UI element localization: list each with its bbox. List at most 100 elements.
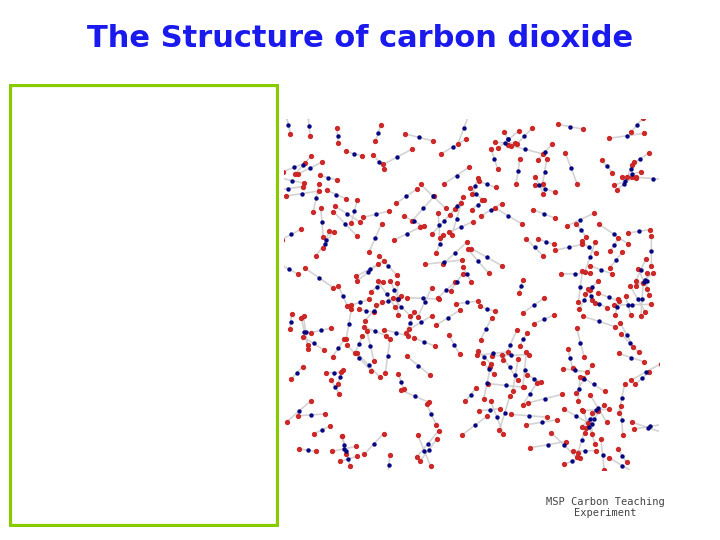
Bar	[118, 446, 166, 472]
Text: 0 000 00001 m: 0 000 00001 m	[171, 482, 229, 490]
Bar	[166, 84, 279, 122]
Text: 0 00001 m: 0 00001 m	[171, 401, 212, 409]
Text: 1 000 m: 1 000 m	[171, 184, 202, 193]
Text: Megameter: Megameter	[68, 157, 112, 166]
Text: 0 01 m: 0 01 m	[171, 320, 197, 328]
Bar	[118, 176, 166, 202]
Text: The Structure of carbon dioxide: The Structure of carbon dioxide	[87, 24, 633, 53]
Bar	[9, 256, 61, 365]
Bar	[166, 500, 279, 526]
Bar	[118, 256, 166, 284]
Bar	[166, 418, 279, 445]
Text: Atomic-
molecular: Atomic- molecular	[12, 476, 58, 496]
Bar	[118, 148, 166, 176]
Text: 1,000,000,000 m: 1,000,000,000 m	[171, 130, 236, 139]
Bar	[166, 284, 279, 310]
Bar	[118, 472, 166, 500]
Bar	[9, 446, 61, 526]
Bar	[118, 500, 166, 526]
Text: Kilometer: Kilometer	[71, 184, 108, 193]
Bar	[118, 230, 166, 256]
Bar	[118, 364, 166, 391]
Bar	[166, 364, 279, 391]
Text: 0 000 001 m: 0 000 001 m	[171, 428, 219, 436]
Text: Centimeter: Centimeter	[68, 320, 111, 328]
Text: Gigameter: Gigameter	[69, 130, 110, 139]
Text: 10⁵m: 10⁵m	[132, 157, 152, 166]
Text: 0 1 m: 0 1 m	[171, 292, 192, 301]
Text: 10 m: 10 m	[171, 238, 190, 247]
Text: 0 0001 m: 0 0001 m	[171, 374, 207, 382]
Bar	[166, 256, 279, 284]
Bar	[61, 256, 118, 284]
Text: 10⁶m: 10⁶m	[132, 130, 152, 139]
Bar	[166, 446, 279, 472]
Bar	[61, 310, 118, 338]
Bar	[118, 284, 166, 310]
Bar	[61, 284, 118, 310]
Bar	[118, 310, 166, 338]
Text: Hectometer: Hectometer	[67, 211, 112, 220]
Bar	[61, 338, 118, 364]
Text: 0 0000 0001 m: 0 0000 0001 m	[171, 455, 229, 463]
Bar	[166, 202, 279, 230]
Text: 100 m: 100 m	[171, 211, 195, 220]
Bar	[274, 84, 284, 122]
Text: 10⁻⁹ m: 10⁻⁹ m	[128, 509, 155, 517]
Text: Decimeter: Decimeter	[70, 292, 109, 301]
Text: Millimeter: Millimeter	[71, 347, 109, 355]
Text: Nanometer: Nanometer	[68, 482, 111, 490]
Text: Micrometer: Micrometer	[68, 401, 112, 409]
Bar	[61, 148, 118, 176]
Bar	[61, 176, 118, 202]
Bar	[166, 230, 279, 256]
Bar	[166, 472, 279, 500]
Bar	[166, 310, 279, 338]
Bar	[171, 440, 284, 526]
Text: 10⁻⁸ m: 10⁻⁸ m	[128, 482, 155, 490]
Bar	[118, 202, 166, 230]
Text: 1 m: 1 m	[171, 265, 185, 274]
Bar	[166, 338, 279, 364]
Bar	[9, 84, 61, 122]
Bar	[118, 338, 166, 364]
Bar	[118, 84, 166, 122]
Text: 0 001 m: 0 001 m	[171, 347, 202, 355]
Bar	[166, 148, 279, 176]
Bar	[61, 446, 118, 526]
Text: 10⁻² m: 10⁻² m	[128, 320, 155, 328]
Bar	[118, 418, 166, 445]
Text: Benchmark
Scale: Benchmark Scale	[9, 93, 62, 112]
Text: 0 000 000 001 m: 0 000 000 001 m	[171, 509, 236, 517]
Bar	[61, 84, 118, 122]
Bar	[118, 392, 166, 418]
Text: 10²m: 10²m	[132, 211, 152, 220]
Text: Power
of Ten: Power of Ten	[127, 93, 156, 112]
Text: 10⁻⁶ m: 10⁻⁶ m	[128, 428, 155, 436]
Text: 10⁻⁷ m: 10⁻⁷ m	[128, 455, 155, 463]
Bar	[166, 392, 279, 418]
Text: 1,000,000 m: 1,000,000 m	[171, 157, 219, 166]
Text: 10¹m: 10¹m	[132, 238, 152, 247]
Bar	[61, 122, 118, 148]
Text: Measure-
ments: Measure- ments	[68, 93, 112, 112]
Bar	[61, 202, 118, 230]
Bar	[61, 364, 118, 445]
Text: MSP Carbon Teaching
Experiment: MSP Carbon Teaching Experiment	[546, 497, 665, 518]
Text: 10⁻³ m: 10⁻³ m	[128, 347, 155, 355]
Text: Decimal Style: Decimal Style	[189, 98, 255, 107]
Text: Landscopic: Landscopic	[12, 184, 58, 193]
Bar	[9, 122, 61, 256]
Text: 10⁻¹ m: 10⁻¹ m	[128, 292, 155, 301]
Bar	[166, 122, 279, 148]
Bar	[9, 364, 61, 445]
Text: 10⁰ m: 10⁰ m	[130, 265, 153, 274]
Text: Decameter: Decameter	[68, 238, 111, 247]
Text: 10³m: 10³m	[132, 184, 152, 193]
Bar	[166, 176, 279, 202]
Bar	[61, 230, 118, 256]
Text: 10⁻⁴ m: 10⁻⁴ m	[128, 374, 155, 382]
Text: Meter: Meter	[78, 265, 101, 274]
Text: Microscopic: Microscopic	[12, 401, 58, 409]
Text: Macroscopic: Macroscopic	[10, 306, 60, 315]
